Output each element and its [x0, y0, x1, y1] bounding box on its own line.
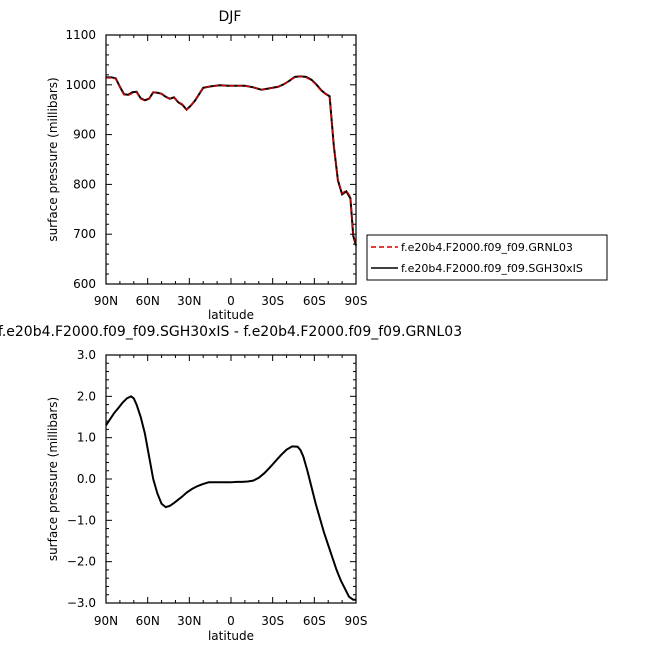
bottom-y-tick-label: 1.0: [77, 431, 96, 445]
top-y-tick-label: 1100: [65, 28, 96, 42]
legend-label-sgh30xis: f.e20b4.F2000.f09_f09.SGH30xIS: [401, 262, 583, 275]
bottom-difference-line: [105, 395, 356, 601]
bottom-plot-frame: [105, 354, 357, 604]
bottom-y-tick-labels: 3.0 2.0 1.0 0.0 −1.0 −2.0 −3.0: [67, 348, 96, 610]
bottom-y-tick-label: 2.0: [77, 389, 96, 403]
bottom-x-tick-label: 60S: [303, 614, 326, 628]
top-y-tick-label: 800: [73, 177, 96, 191]
top-panel: DJF 90N 60N 30N 0 30S 60S 90S 600 700 80…: [46, 9, 608, 322]
bottom-x-tick-labels: 90N 60N 30N 0 30S 60S 90S: [94, 614, 368, 628]
bottom-chart-title: f.e20b4.F2000.f09_f09.SGH30xIS - f.e20b4…: [0, 324, 462, 340]
top-y-axis-label: surface pressure (millibars): [46, 77, 60, 241]
top-series-lines: [106, 75, 357, 246]
top-chart-title: DJF: [219, 9, 242, 25]
bottom-x-tick-label: 30N: [177, 614, 201, 628]
bottom-x-tick-label: 30S: [261, 614, 284, 628]
top-y-tick-label: 900: [73, 128, 96, 142]
top-y-tick-label: 600: [73, 277, 96, 291]
bottom-panel: f.e20b4.F2000.f09_f09.SGH30xIS - f.e20b4…: [0, 324, 462, 643]
bottom-x-axis-label: latitude: [208, 629, 254, 643]
top-x-tick-label: 0: [227, 294, 235, 308]
top-x-tick-label: 60S: [303, 294, 326, 308]
top-x-axis-label: latitude: [208, 308, 254, 322]
bottom-y-tick-label: 3.0: [77, 348, 96, 362]
top-x-tick-label: 30S: [261, 294, 284, 308]
top-x-tick-label: 90S: [345, 294, 368, 308]
legend-box: [366, 234, 608, 281]
top-x-ticks: [105, 35, 357, 284]
bottom-y-ticks: [106, 354, 356, 604]
top-x-tick-label: 90N: [94, 294, 118, 308]
legend: f.e20b4.F2000.f09_f09.GRNL03 f.e20b4.F20…: [366, 234, 608, 281]
bottom-y-axis-label: surface pressure (millibars): [46, 397, 60, 561]
top-y-tick-labels: 600 700 800 900 1000 1100: [65, 28, 96, 291]
top-y-tick-label: 700: [73, 227, 96, 241]
bottom-x-tick-label: 90N: [94, 614, 118, 628]
top-x-tick-label: 60N: [136, 294, 160, 308]
top-series-line-sgh30xis: [106, 75, 357, 246]
top-x-tick-label: 30N: [177, 294, 201, 308]
bottom-y-tick-label: −3.0: [67, 596, 96, 610]
bottom-x-ticks: [105, 355, 357, 603]
bottom-y-tick-label: −2.0: [67, 555, 96, 569]
bottom-series-lines: [105, 395, 356, 601]
top-x-tick-labels: 90N 60N 30N 0 30S 60S 90S: [94, 294, 368, 308]
bottom-y-tick-label: −1.0: [67, 513, 96, 527]
top-series-line-grnl03: [106, 75, 357, 245]
top-y-ticks: [106, 34, 356, 285]
legend-label-grnl03: f.e20b4.F2000.f09_f09.GRNL03: [401, 241, 573, 254]
top-plot-frame: [105, 34, 357, 285]
bottom-x-tick-label: 90S: [345, 614, 368, 628]
bottom-x-tick-label: 60N: [136, 614, 160, 628]
bottom-x-tick-label: 0: [227, 614, 235, 628]
bottom-y-tick-label: 0.0: [77, 472, 96, 486]
top-y-tick-label: 1000: [65, 78, 96, 92]
